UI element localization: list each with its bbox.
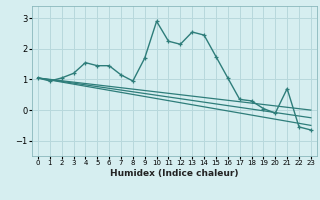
X-axis label: Humidex (Indice chaleur): Humidex (Indice chaleur) bbox=[110, 169, 239, 178]
